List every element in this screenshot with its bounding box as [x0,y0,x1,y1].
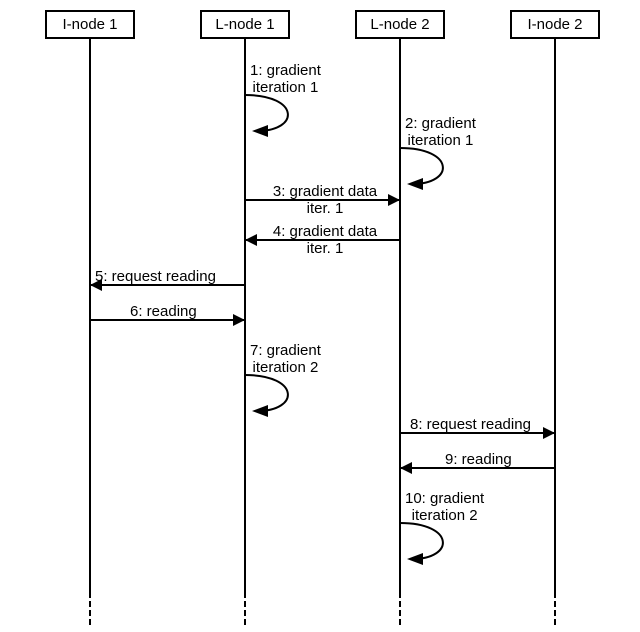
self-msg-7 [245,375,288,417]
msg-label-8: 8: request reading [410,416,531,433]
sequence-diagram: I-node 1 L-node 1 L-node 2 I-node 2 [0,0,640,632]
lifeline-inode2 [554,38,556,592]
lifeline-inode1 [89,38,91,592]
msg-label-9: 9: reading [445,451,512,468]
msg-label-1: 1: gradient iteration 1 [250,62,321,97]
msg-label-2: 2: gradient iteration 1 [405,115,476,150]
actor-label: I-node 2 [527,16,582,33]
lifeline-dash-inode2 [554,592,556,625]
lifeline-dash-lnode1 [244,592,246,625]
lifeline-lnode2 [399,38,401,592]
lifeline-dash-lnode2 [399,592,401,625]
actor-label: L-node 1 [215,16,274,33]
msg-label-6: 6: reading [130,303,197,320]
actor-box-inode1: I-node 1 [45,10,135,39]
msg-label-4: 4: gradient data iter. 1 [260,223,390,258]
msg-label-3: 3: gradient data iter. 1 [260,183,390,218]
actor-box-inode2: I-node 2 [510,10,600,39]
msg-label-5: 5: request reading [95,268,216,285]
actor-label: L-node 2 [370,16,429,33]
actor-box-lnode2: L-node 2 [355,10,445,39]
self-msg-1 [245,95,288,137]
self-msg-10 [400,523,443,565]
actor-label: I-node 1 [62,16,117,33]
msg-label-7: 7: gradient iteration 2 [250,342,321,377]
actor-box-lnode1: L-node 1 [200,10,290,39]
lifeline-dash-inode1 [89,592,91,625]
msg-label-10: 10: gradient iteration 2 [405,490,484,525]
self-msg-2 [400,148,443,190]
lifeline-lnode1 [244,38,246,592]
